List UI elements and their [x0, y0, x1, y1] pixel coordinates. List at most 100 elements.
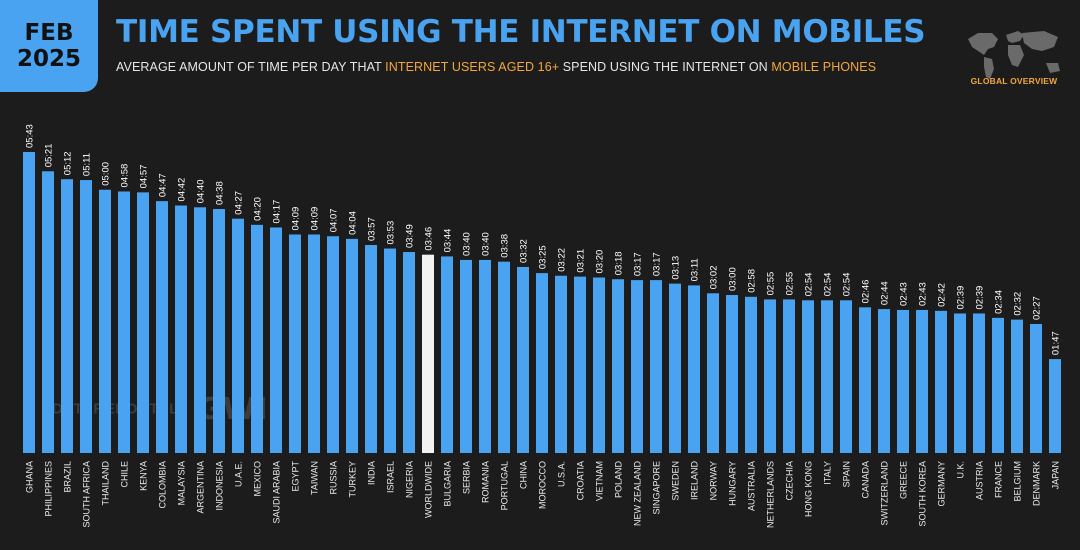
- bar-norway: [707, 293, 719, 453]
- value-label-hungary: 03:00: [728, 267, 739, 291]
- value-label-vietnam: 03:20: [595, 250, 606, 274]
- date-month: FEB: [24, 20, 74, 46]
- category-label-chile: CHILE: [120, 461, 130, 488]
- bar-turkey: [346, 238, 358, 453]
- category-label-indonesia: INDONESIA: [215, 461, 225, 511]
- bar-mexico: [251, 224, 263, 453]
- bar-new-zealand: [631, 280, 643, 453]
- value-label-croatia: 03:21: [576, 249, 587, 273]
- date-year: 2025: [16, 46, 81, 72]
- bar-india: [365, 245, 377, 453]
- category-label-turkey: TURKEY: [348, 461, 358, 498]
- value-label-italy: 02:54: [823, 273, 834, 297]
- bar-u-a-e: [232, 218, 244, 453]
- subtitle-text-2: SPEND USING THE INTERNET ON: [559, 60, 772, 74]
- category-label-poland: POLAND: [614, 461, 624, 499]
- category-label-colombia: COLOMBIA: [158, 461, 168, 509]
- value-label-kenya: 04:57: [139, 165, 150, 189]
- value-label-greece: 02:43: [899, 282, 910, 306]
- category-label-philippines: PHILIPPINES: [44, 461, 54, 517]
- value-label-u-s-a: 03:22: [557, 248, 568, 272]
- category-label-south-korea: SOUTH KOREA: [918, 461, 928, 527]
- category-label-sweden: SWEDEN: [671, 461, 681, 501]
- category-label-hong-kong: HONG KONG: [804, 461, 814, 517]
- category-label-brazil: BRAZIL: [63, 461, 73, 493]
- value-label-u-k: 02:39: [956, 286, 967, 310]
- subtitle-highlight-2: MOBILE PHONES: [771, 60, 877, 74]
- bar-indonesia: [213, 209, 225, 453]
- date-badge: FEB 2025: [0, 0, 98, 92]
- value-label-nigeria: 03:49: [405, 224, 416, 248]
- category-label-u-a-e: U.A.E.: [234, 461, 244, 487]
- category-label-worldwide: WORLDWIDE: [424, 461, 434, 518]
- category-label-india: INDIA: [367, 461, 377, 485]
- category-label-south-africa: SOUTH AFRICA: [82, 461, 92, 528]
- category-label-serbia: SERBIA: [462, 461, 472, 494]
- category-label-taiwan: TAIWAN: [310, 461, 320, 495]
- category-label-spain: SPAIN: [842, 461, 852, 487]
- category-label-norway: NORWAY: [709, 461, 719, 500]
- category-label-argentina: ARGENTINA: [196, 461, 206, 514]
- category-label-u-s-a: U.S.A.: [557, 461, 567, 487]
- category-label-mexico: MEXICO: [253, 461, 263, 497]
- bar-czechia: [783, 299, 795, 453]
- value-label-hong-kong: 02:54: [804, 273, 815, 297]
- category-label-morocco: MOROCCO: [538, 461, 548, 509]
- value-label-australia: 02:58: [747, 269, 758, 293]
- value-label-portugal: 03:38: [500, 234, 511, 258]
- category-label-ghana: GHANA: [25, 461, 35, 493]
- bar-chile: [118, 191, 130, 453]
- bar-china: [517, 266, 529, 453]
- bar-hong-kong: [802, 300, 814, 453]
- value-label-u-a-e: 04:27: [234, 191, 245, 215]
- value-label-taiwan: 04:09: [310, 207, 321, 231]
- value-label-sweden: 03:13: [671, 256, 682, 280]
- value-label-argentina: 04:40: [196, 180, 207, 204]
- value-label-turkey: 04:04: [348, 211, 359, 235]
- value-label-singapore: 03:17: [652, 252, 663, 276]
- bar-taiwan: [308, 234, 320, 453]
- bar-egypt: [289, 234, 301, 453]
- category-label-romania: ROMANIA: [481, 461, 491, 503]
- value-label-ireland: 03:11: [690, 258, 701, 281]
- bar-netherlands: [764, 299, 776, 453]
- bar-brazil: [61, 179, 73, 453]
- bar-belgium: [1011, 319, 1023, 453]
- category-label-egypt: EGYPT: [291, 461, 301, 492]
- category-label-nigeria: NIGERIA: [405, 461, 415, 498]
- bar-austria: [973, 313, 985, 453]
- category-label-saudi-arabia: SAUDI ARABIA: [272, 461, 282, 524]
- value-label-poland: 03:18: [614, 251, 625, 275]
- bar-russia: [327, 236, 339, 453]
- category-label-croatia: CROATIA: [576, 461, 586, 500]
- category-label-belgium: BELGIUM: [1013, 461, 1023, 502]
- category-label-netherlands: NETHERLANDS: [766, 461, 776, 528]
- bar-italy: [821, 300, 833, 453]
- bar-vietnam: [593, 277, 605, 453]
- bar-nigeria: [403, 252, 415, 453]
- value-label-israel: 03:53: [386, 221, 397, 245]
- value-label-germany: 02:42: [937, 283, 948, 307]
- category-label-japan: JAPAN: [1051, 461, 1061, 489]
- bar-portugal: [498, 261, 510, 453]
- value-label-romania: 03:40: [481, 232, 492, 256]
- bar-morocco: [536, 273, 548, 453]
- value-label-russia: 04:07: [329, 208, 340, 232]
- bar-germany: [935, 310, 947, 453]
- page-title: TIME SPENT USING THE INTERNET ON MOBILES: [116, 14, 926, 50]
- bar-u-s-a: [555, 275, 567, 453]
- bar-colombia: [156, 201, 168, 453]
- value-label-colombia: 04:47: [158, 173, 169, 197]
- bar-romania: [479, 259, 491, 453]
- bar-thailand: [99, 189, 111, 454]
- bar-chart: 05:43 GHANA 05:21 PHILIPPINES 05:12 BRAZIL 05:…: [23, 124, 1062, 528]
- bar-japan: [1049, 359, 1061, 453]
- value-label-netherlands: 02:55: [766, 272, 777, 296]
- bar-australia: [745, 296, 757, 453]
- value-label-south-africa: 05:11: [82, 153, 93, 176]
- category-label-switzerland: SWITZERLAND: [880, 461, 890, 526]
- bar-canada: [859, 307, 871, 453]
- bar-u-k: [954, 313, 966, 453]
- category-label-czechia: CZECHIA: [785, 461, 795, 501]
- bar-greece: [897, 309, 909, 453]
